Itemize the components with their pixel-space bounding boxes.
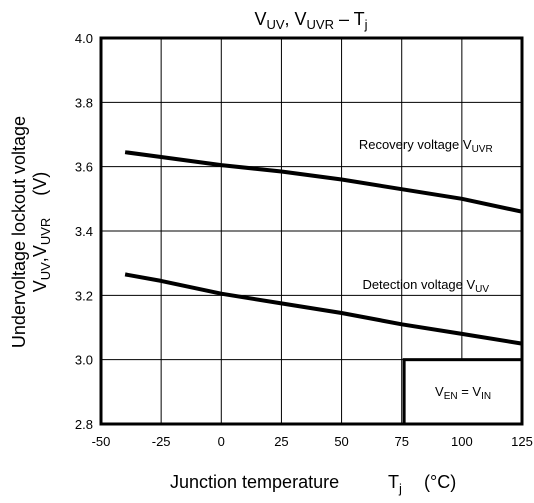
series-label-detection: Detection voltage VUV [362, 277, 489, 295]
tick-labels: -50 -25 0 25 50 75 100 125 2.8 3.0 3.2 3.4 3.6 3.8 4.0 [75, 31, 533, 449]
y-tick-label: 3.0 [75, 353, 93, 368]
x-tick-label: 75 [394, 434, 408, 449]
x-tick-label: -25 [152, 434, 171, 449]
series-line-recovery [124, 150, 523, 214]
y-axis-label: Undervoltage lockout voltage VUV,VUVR(V) [9, 116, 53, 348]
y-tick-label: 3.4 [75, 224, 93, 239]
chart-title: VUV, VUVR – Tj [254, 9, 367, 32]
svg-text:Undervoltage lockout voltage: Undervoltage lockout voltage [9, 116, 29, 348]
x-tick-label: -50 [92, 434, 111, 449]
svg-text:VUV,VUVR(V): VUV,VUVR(V) [30, 172, 53, 293]
series-label-recovery: Recovery voltage VUVR [359, 137, 493, 155]
x-tick-label: 100 [451, 434, 473, 449]
x-axis-label: Junction temperature Tj (°C) [170, 472, 456, 496]
y-tick-label: 2.8 [75, 417, 93, 432]
x-tick-label: 50 [334, 434, 348, 449]
x-tick-label: 125 [511, 434, 533, 449]
series-line-detection [124, 272, 523, 346]
x-tick-label: 0 [218, 434, 225, 449]
series-lines [124, 150, 523, 346]
y-tick-label: 3.6 [75, 160, 93, 175]
annotation-text: VEN = VIN [435, 384, 491, 402]
grid-lines [101, 38, 522, 424]
y-tick-label: 4.0 [75, 31, 93, 46]
y-tick-label: 3.2 [75, 288, 93, 303]
y-tick-label: 3.8 [75, 95, 93, 110]
x-tick-label: 25 [274, 434, 288, 449]
plot-frame [99, 36, 524, 426]
annotation-box [402, 358, 524, 426]
